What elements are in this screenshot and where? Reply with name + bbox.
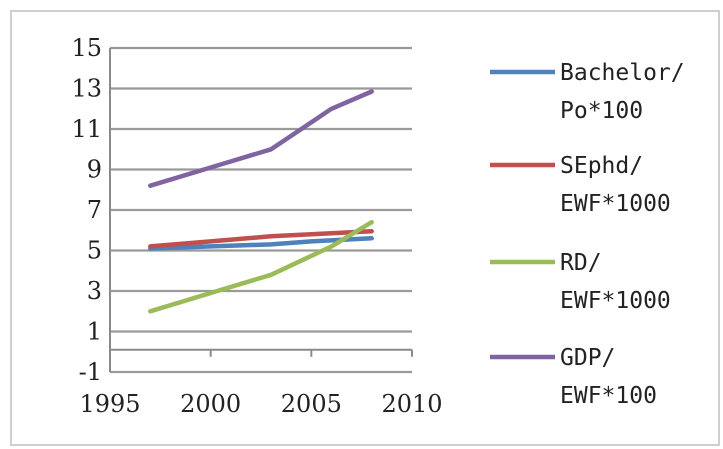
y-tick-label: -1 — [79, 358, 102, 386]
legend-label-3: RD/ — [560, 250, 602, 276]
x-tick-label: 2010 — [381, 390, 442, 418]
legend-label-4: GDP/ — [560, 345, 615, 371]
legend-label-2: SEphd/ — [560, 153, 643, 179]
y-tick-label: 3 — [87, 277, 102, 305]
y-tick-label: 11 — [71, 115, 102, 143]
series-line-1 — [148, 236, 374, 251]
legend-label-4: EWF*100 — [560, 383, 657, 409]
legend-label-3: EWF*1000 — [560, 288, 671, 314]
x-tick-label: 2000 — [180, 390, 241, 418]
y-tick-label: 9 — [87, 156, 102, 184]
legend-label-2: EWF*1000 — [560, 191, 671, 217]
y-tick-label: 7 — [87, 196, 102, 224]
x-tick-label: 1995 — [79, 390, 140, 418]
x-tick-label: 2005 — [281, 390, 342, 418]
y-tick-label: 13 — [71, 75, 102, 103]
series-line-2 — [148, 229, 374, 249]
series-line-3 — [148, 219, 374, 314]
y-tick-label: 1 — [87, 318, 102, 346]
y-tick-label: 5 — [87, 237, 102, 265]
legend-label-1: Po*100 — [560, 98, 643, 124]
legend-label-1: Bachelor/ — [560, 60, 685, 86]
series-line-4 — [148, 89, 374, 188]
y-tick-label: 15 — [71, 34, 102, 62]
